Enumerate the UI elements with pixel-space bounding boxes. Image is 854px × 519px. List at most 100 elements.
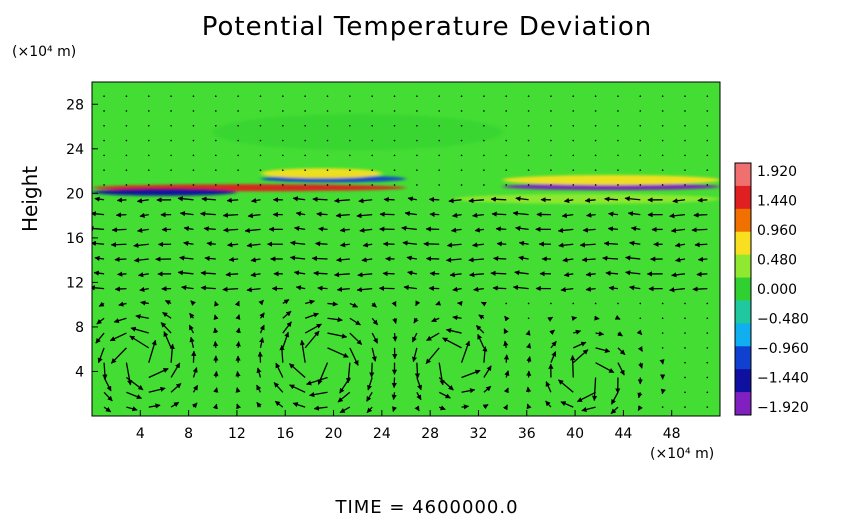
wind-dot <box>393 124 396 127</box>
wind-dot <box>639 169 642 171</box>
wind-arrow <box>669 213 686 219</box>
wind-arrow <box>126 406 138 412</box>
wind-dot <box>594 154 597 157</box>
wind-arrow <box>358 198 373 204</box>
colorbar-swatch <box>735 392 751 416</box>
field-band <box>92 188 237 196</box>
wind-arrow <box>126 391 143 400</box>
wind-arrow <box>125 362 133 386</box>
wind-dot <box>170 169 172 171</box>
wind-arrow <box>135 314 149 320</box>
wind-dot <box>639 184 642 186</box>
wind-dot <box>349 184 351 186</box>
wind-dot <box>594 110 597 112</box>
wind-dot <box>371 124 373 127</box>
y-axis-unit: (×10⁴ m) <box>12 44 77 60</box>
wind-arrow <box>503 340 509 348</box>
wind-dot <box>304 169 306 171</box>
wind-arrow <box>547 316 554 322</box>
wind-dot <box>393 154 396 157</box>
field-band <box>502 183 720 191</box>
wind-arrow <box>259 337 265 348</box>
wind-arrow <box>452 315 462 321</box>
wind-arrow <box>472 212 484 218</box>
wind-arrow <box>339 242 350 248</box>
wind-arrow <box>371 317 379 326</box>
wind-dot <box>706 124 709 127</box>
wind-arrow <box>113 317 127 324</box>
x-tick-label: 28 <box>421 426 439 442</box>
wind-arrow <box>179 211 194 217</box>
wind-arrow <box>349 302 358 308</box>
wind-arrow <box>139 212 149 218</box>
wind-dot <box>393 139 396 142</box>
wind-arrow <box>603 240 618 247</box>
wind-arrow <box>251 197 261 204</box>
wind-dot <box>527 184 530 186</box>
wind-dot <box>282 95 284 97</box>
wind-arrow <box>414 405 420 412</box>
wind-arrow <box>446 242 462 248</box>
wind-dot <box>661 169 664 171</box>
wind-arrow <box>222 286 239 292</box>
wind-dot <box>661 302 664 305</box>
wind-dot <box>214 139 217 142</box>
wind-dot <box>259 154 262 157</box>
wind-arrow <box>431 317 440 323</box>
wind-arrow <box>694 242 708 248</box>
wind-arrow <box>282 331 290 349</box>
wind-arrow <box>235 314 241 320</box>
wind-dot <box>282 169 284 171</box>
wind-arrow <box>504 315 510 322</box>
wind-arrow <box>213 387 219 393</box>
wind-arrow <box>235 341 241 348</box>
wind-arrow <box>512 210 529 217</box>
wind-arrow <box>130 326 149 334</box>
wind-dot <box>147 139 150 142</box>
wind-dot <box>371 139 373 142</box>
wind-arrow <box>475 325 485 334</box>
wind-dot <box>617 124 619 127</box>
wind-dot <box>572 95 575 97</box>
wind-arrow <box>675 257 686 263</box>
wind-dot <box>639 317 642 320</box>
wind-arrow <box>585 271 596 277</box>
wind-dot <box>460 154 463 157</box>
wind-arrow <box>213 314 219 321</box>
wind-arrow <box>114 286 127 292</box>
wind-arrow <box>468 257 484 263</box>
wind-dot <box>639 154 642 157</box>
wind-arrow <box>625 270 641 276</box>
wind-arrow <box>95 332 105 344</box>
wind-arrow <box>426 332 440 341</box>
wind-arrow <box>339 227 350 233</box>
wind-arrow <box>545 381 552 393</box>
wind-arrow <box>518 240 529 246</box>
wind-arrow <box>570 355 576 378</box>
wind-dot <box>661 139 664 142</box>
wind-dot <box>460 169 463 171</box>
wind-dot <box>170 154 172 157</box>
wind-arrow <box>361 257 373 263</box>
wind-dot <box>706 110 709 112</box>
wind-arrow <box>306 376 328 386</box>
wind-dot <box>483 95 485 97</box>
wind-dot <box>527 317 530 320</box>
x-tick-label: 48 <box>663 426 681 442</box>
wind-arrow <box>170 362 181 378</box>
wind-arrow <box>191 402 198 409</box>
wind-arrow <box>93 270 105 276</box>
wind-arrow <box>550 340 557 349</box>
wind-arrow <box>591 377 598 402</box>
wind-dot <box>349 110 351 112</box>
wind-dot <box>125 110 128 112</box>
wind-arrow <box>617 331 623 337</box>
wind-dot <box>617 302 619 305</box>
wind-arrow <box>557 227 574 234</box>
wind-arrow <box>629 285 641 291</box>
wind-arrow <box>282 310 292 319</box>
wind-arrow <box>136 198 149 204</box>
wind-arrow <box>636 329 643 336</box>
wind-arrow <box>483 385 492 393</box>
wind-arrow <box>327 332 348 339</box>
